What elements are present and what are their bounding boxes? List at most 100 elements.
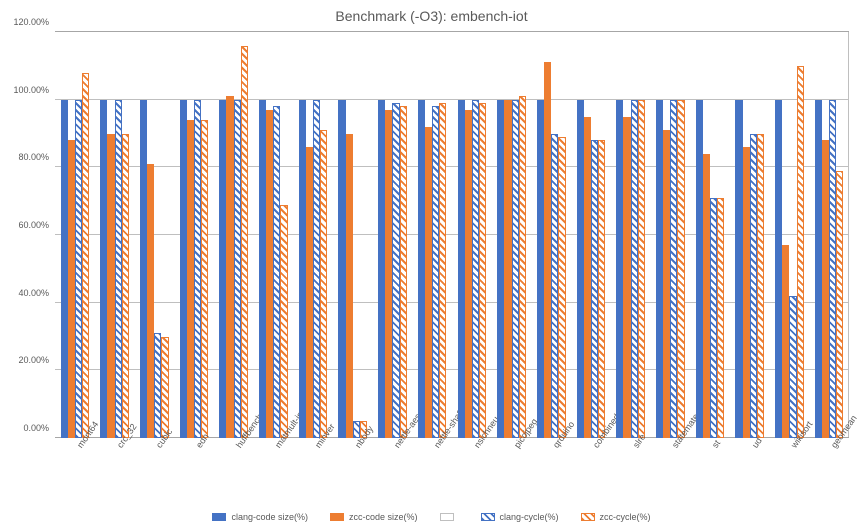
y-tick-label: 80.00% [5, 152, 49, 162]
legend-swatch [440, 513, 454, 521]
legend-swatch [481, 513, 495, 521]
bar-zcc_code_size [743, 147, 750, 438]
legend-item-clang_code_size: clang-code size(%) [212, 512, 308, 522]
bar-clang_code_size [497, 100, 504, 438]
bar-clang_cycle [710, 198, 717, 438]
bar-clang_code_size [656, 100, 663, 438]
bar-clang_code_size [219, 100, 226, 438]
bar-zcc_code_size [544, 62, 551, 438]
bar-zcc_cycle [558, 137, 565, 438]
bar-zcc_code_size [703, 154, 710, 438]
bar-zcc_code_size [68, 140, 75, 438]
bar-zcc_code_size [782, 245, 789, 438]
y-tick-label: 120.00% [5, 17, 49, 27]
bar-clang_cycle [591, 140, 598, 438]
bar-group: qrduino [537, 32, 566, 438]
bar-clang_code_size [100, 100, 107, 438]
bar-clang_cycle [194, 100, 201, 438]
bar-clang_code_size [418, 100, 425, 438]
bar-zcc_cycle [439, 103, 446, 438]
bar-zcc_code_size [346, 134, 353, 439]
bar-clang_cycle [512, 100, 519, 438]
gridline [55, 369, 849, 370]
bar-clang_code_size [140, 100, 147, 438]
bar-clang_code_size [458, 100, 465, 438]
legend-swatch [581, 513, 595, 521]
bar-zcc_cycle [598, 140, 605, 438]
bar-zcc_cycle [400, 106, 407, 438]
x-tick-label: st [710, 438, 722, 449]
bar-zcc_cycle [519, 96, 526, 438]
legend: clang-code size(%) zcc-code size(%) clang-… [0, 512, 863, 522]
bar-zcc_code_size [425, 127, 432, 438]
bar-clang_code_size [735, 100, 742, 438]
bar-group: geomean [815, 32, 844, 438]
bar-zcc_code_size [822, 140, 829, 438]
gridline [55, 437, 849, 438]
bar-group: statemate [656, 32, 685, 438]
plot-area: 0.00%20.00%40.00%60.00%80.00%100.00%120.… [55, 32, 849, 438]
y-tick-label: 100.00% [5, 85, 49, 95]
gridline [55, 31, 849, 32]
legend-item-zcc_code_size: zcc-code size(%) [330, 512, 418, 522]
bar-zcc_code_size [306, 147, 313, 438]
bar-clang_cycle [551, 134, 558, 439]
bar-clang_cycle [750, 134, 757, 439]
bar-group: minver [299, 32, 328, 438]
bar-zcc_code_size [465, 110, 472, 438]
gridline [55, 302, 849, 303]
bar-clang_cycle [631, 100, 638, 438]
bar-zcc_code_size [663, 130, 670, 438]
bar-group: nettle-sha256 [418, 32, 447, 438]
legend-label: zcc-code size(%) [349, 512, 418, 522]
bar-group: ud [735, 32, 764, 438]
bar-clang_cycle [154, 333, 161, 438]
bar-zcc_code_size [385, 110, 392, 438]
bar-group: picojpeg [497, 32, 526, 438]
bar-zcc_cycle [241, 46, 248, 438]
bar-group: crc_32 [100, 32, 129, 438]
bar-zcc_cycle [836, 171, 843, 438]
bar-clang_cycle [115, 100, 122, 438]
bar-clang_code_size [696, 100, 703, 438]
bar-clang_code_size [299, 100, 306, 438]
bar-clang_code_size [537, 100, 544, 438]
bar-zcc_cycle [320, 130, 327, 438]
bar-group: wikisort [775, 32, 804, 438]
bar-zcc_code_size [584, 117, 591, 438]
legend-swatch [330, 513, 344, 521]
y-tick-label: 60.00% [5, 220, 49, 230]
chart-container: Benchmark (-O3): embench-iot 0.00%20.00%… [0, 0, 863, 528]
bar-clang_code_size [259, 100, 266, 438]
legend-item-blank [440, 512, 459, 522]
legend-label: zcc-cycle(%) [600, 512, 651, 522]
bar-clang_code_size [775, 100, 782, 438]
bar-zcc_cycle [201, 120, 208, 438]
y-tick-label: 0.00% [5, 423, 49, 433]
bar-clang_cycle [829, 100, 836, 438]
bar-zcc_code_size [266, 110, 273, 438]
bar-zcc_cycle [638, 100, 645, 438]
legend-label: clang-cycle(%) [500, 512, 559, 522]
bar-clang_cycle [392, 103, 399, 438]
bar-clang_cycle [75, 100, 82, 438]
legend-item-zcc_cycle: zcc-cycle(%) [581, 512, 651, 522]
bar-zcc_cycle [479, 103, 486, 438]
bar-clang_cycle [273, 106, 280, 438]
bar-zcc_cycle [122, 134, 129, 439]
bar-zcc_cycle [82, 73, 89, 438]
bar-clang_cycle [670, 100, 677, 438]
bar-clang_code_size [577, 100, 584, 438]
gridline [55, 234, 849, 235]
bar-group: nettle-aes [378, 32, 407, 438]
bar-group: huffbench [219, 32, 248, 438]
bar-clang_code_size [61, 100, 68, 438]
y-tick-label: 20.00% [5, 355, 49, 365]
bar-group: nsichneu [458, 32, 487, 438]
bar-clang_code_size [378, 100, 385, 438]
legend-label: clang-code size(%) [231, 512, 308, 522]
bar-clang_code_size [616, 100, 623, 438]
bar-zcc_code_size [504, 100, 511, 438]
gridline [55, 99, 849, 100]
bar-clang_cycle [789, 296, 796, 438]
